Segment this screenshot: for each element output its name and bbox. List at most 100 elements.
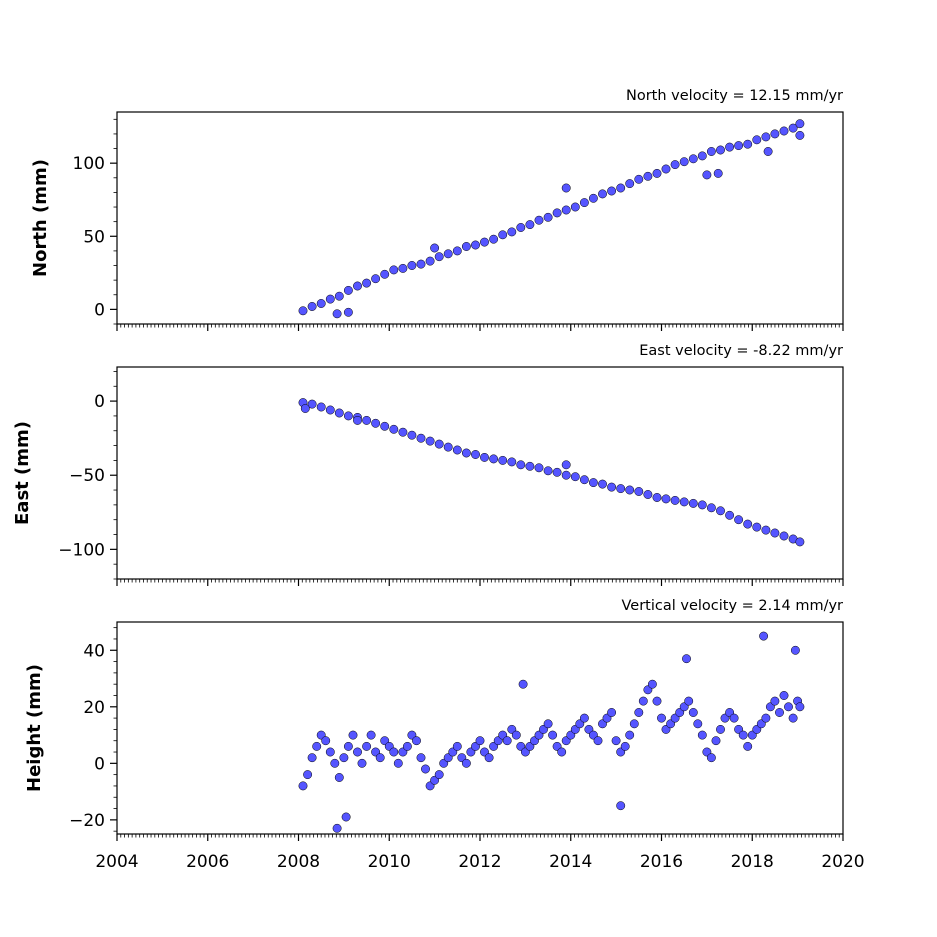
x-tick-label: 2006 [186,852,229,872]
data-point [389,747,399,757]
x-tick-label: 2008 [277,852,320,872]
north-plot-frame [116,111,844,325]
data-point [706,503,716,513]
data-point [716,145,725,155]
data-point [518,679,528,689]
data-point [498,455,508,465]
data-point [734,141,744,151]
data-point [579,475,589,485]
data-point [443,249,453,259]
y-tick-label: 0 [94,300,105,320]
data-point [325,294,335,304]
data-point [643,490,653,499]
data-point [393,758,403,768]
data-point [298,781,308,791]
data-point [300,404,310,413]
data-point [682,654,691,664]
data-point [362,278,372,288]
data-point [643,171,653,181]
data-point [334,408,344,418]
data-point [752,522,762,532]
data-point [543,466,553,476]
data-point [625,730,635,740]
data-point [389,424,399,434]
data-point [729,713,739,723]
x-tick-label: 2004 [95,852,138,872]
data-point [341,812,351,822]
data-point [434,439,444,449]
data-point [743,519,753,529]
y-tick-label: 0 [94,754,105,774]
data-point [620,741,630,751]
data-point [343,741,353,751]
data-point [507,457,517,467]
data-point [484,753,494,763]
data-point [516,223,526,232]
data-point [734,515,744,525]
data-point [507,227,517,237]
height-panel-title: Vertical velocity = 2.14 mm/yr [622,598,844,614]
data-point [795,702,805,712]
data-point [557,747,567,757]
data-point [711,736,721,746]
data-point [443,442,453,452]
data-point [588,193,598,203]
data-point [770,528,780,538]
data-point [353,281,362,291]
data-point [716,724,725,734]
data-point [779,126,789,136]
data-point [661,164,671,174]
data-point [713,168,723,178]
height-plot-frame [116,621,844,835]
data-point [625,179,635,189]
y-tick-label: −50 [69,466,105,486]
data-point [452,741,462,751]
data-point [795,130,805,140]
data-point [421,764,430,774]
data-point [561,183,571,193]
data-point [616,183,626,193]
data-point [362,415,372,425]
data-point [706,753,716,763]
data-point [611,736,621,746]
data-point [616,484,626,494]
data-point [788,713,798,723]
data-point [743,139,753,149]
data-point [770,129,780,139]
data-point [416,433,426,443]
data-point [516,460,526,470]
data-point [679,157,689,167]
data-point [579,713,589,723]
y-tick-label: 50 [83,227,105,247]
x-tick-label: 2014 [549,852,592,872]
data-point [697,151,707,161]
data-point [788,123,798,133]
data-point [661,494,671,504]
data-point [398,263,408,273]
data-point [375,753,385,763]
data-point [598,479,607,489]
data-point [607,482,617,492]
data-point [688,708,698,717]
data-point [775,708,784,717]
data-point [761,713,771,723]
data-point [489,234,499,244]
data-point [725,510,735,520]
data-point [561,205,571,215]
data-point [334,291,344,301]
data-point [795,537,805,547]
north-panel-title: North velocity = 12.15 mm/yr [626,88,843,104]
data-point [647,679,657,689]
data-point [416,753,426,763]
y-tick-label: −20 [69,811,105,831]
data-point [471,450,480,459]
data-point [511,730,521,740]
y-tick-label: −100 [58,540,105,560]
data-point [706,147,716,156]
data-point [548,730,558,740]
data-point [543,719,553,729]
y-tick-label: 40 [83,641,105,661]
data-point [461,758,471,768]
data-point [561,470,571,480]
data-point [461,242,471,251]
